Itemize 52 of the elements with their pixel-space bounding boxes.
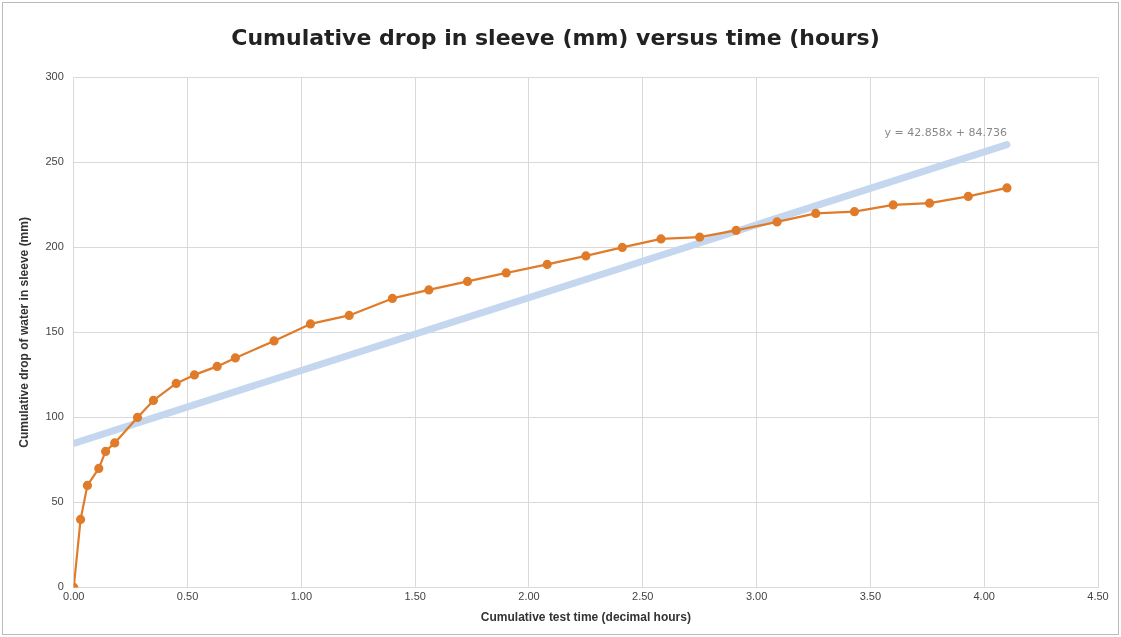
point [581, 251, 591, 261]
y-tick-label: 50 [51, 495, 64, 508]
point [75, 514, 86, 524]
point [82, 480, 93, 490]
y-tick-label: 150 [45, 325, 64, 338]
point [344, 310, 354, 320]
x-tick-label: 4.50 [1087, 590, 1109, 603]
point [269, 336, 279, 346]
point [132, 412, 143, 422]
point [101, 446, 111, 456]
point [501, 268, 511, 278]
point [189, 370, 199, 380]
point [849, 207, 860, 217]
x-tick-label: 2.00 [518, 590, 540, 603]
point [424, 285, 434, 295]
x-tick-label: 4.00 [973, 590, 995, 603]
point [695, 232, 705, 242]
point [617, 242, 627, 252]
point [94, 463, 104, 473]
point [811, 208, 821, 218]
y-tick-label: 200 [45, 240, 64, 253]
x-tick-label: 0.00 [63, 590, 85, 603]
x-tick-label: 2.50 [632, 590, 654, 603]
x-tick-label: 1.50 [404, 590, 426, 603]
point [656, 234, 666, 244]
point [772, 217, 782, 227]
point [731, 225, 741, 235]
point [888, 200, 898, 210]
x-tick-label: 3.50 [859, 590, 882, 603]
x-tick-label: 3.00 [745, 590, 768, 603]
point [148, 395, 159, 405]
y-tick-label: 0 [57, 580, 64, 593]
point [924, 198, 935, 208]
annotation: y = 42.858x + 84.736 [884, 125, 1007, 139]
point [305, 319, 316, 329]
x-tick-label: 1.00 [290, 590, 313, 603]
point [110, 438, 120, 448]
y-tick-label: 100 [45, 410, 64, 423]
point [387, 293, 398, 303]
x-axis-title: Cumulative test time (decimal hours) [480, 610, 691, 625]
chart-title: Cumulative drop in sleeve (mm) versus time (hours) [231, 24, 880, 50]
x-tick-label: 0.50 [176, 590, 199, 603]
point [230, 353, 240, 363]
point [212, 361, 222, 371]
point [963, 191, 973, 201]
y-tick-label: 300 [45, 70, 64, 83]
point [462, 276, 473, 286]
point [171, 378, 181, 388]
point [1002, 183, 1012, 193]
point [542, 259, 552, 269]
y-tick-label: 250 [45, 155, 64, 168]
y-axis-title: Cumulative drop of water in sleeve (mm) [16, 217, 31, 448]
